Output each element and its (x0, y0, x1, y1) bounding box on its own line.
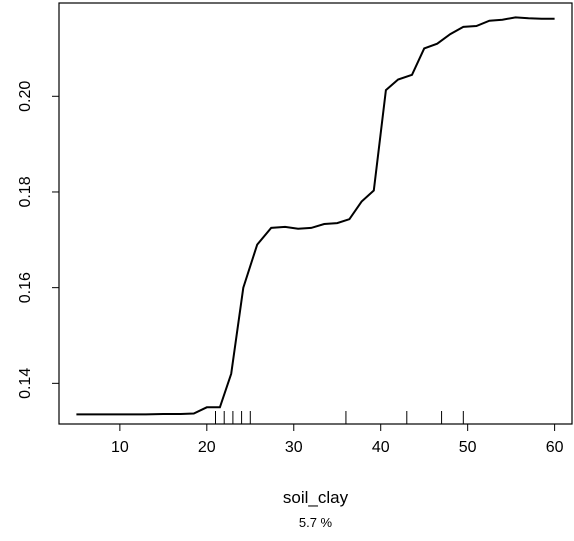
x-tick-label: 10 (111, 439, 129, 456)
y-tick-label: 0.20 (17, 81, 34, 112)
x-axis-title: soil_clay (283, 488, 349, 507)
x-tick-label: 60 (546, 439, 564, 456)
chart-subtitle: 5.7 % (299, 515, 333, 530)
x-tick-label: 30 (285, 439, 303, 456)
y-tick-label: 0.16 (17, 272, 34, 303)
x-tick-label: 40 (372, 439, 390, 456)
y-tick-label: 0.14 (17, 368, 34, 399)
plot-frame (58, 2, 573, 425)
x-tick-label: 20 (198, 439, 216, 456)
axis-ticks-layer: 10 20 30 40 50 60 0.14 0.16 0.18 0.20 (17, 81, 564, 456)
series-line (76, 16, 555, 416)
x-tick-label: 50 (459, 439, 477, 456)
rug-layer (215, 411, 464, 424)
y-tick-label: 0.18 (17, 176, 34, 207)
